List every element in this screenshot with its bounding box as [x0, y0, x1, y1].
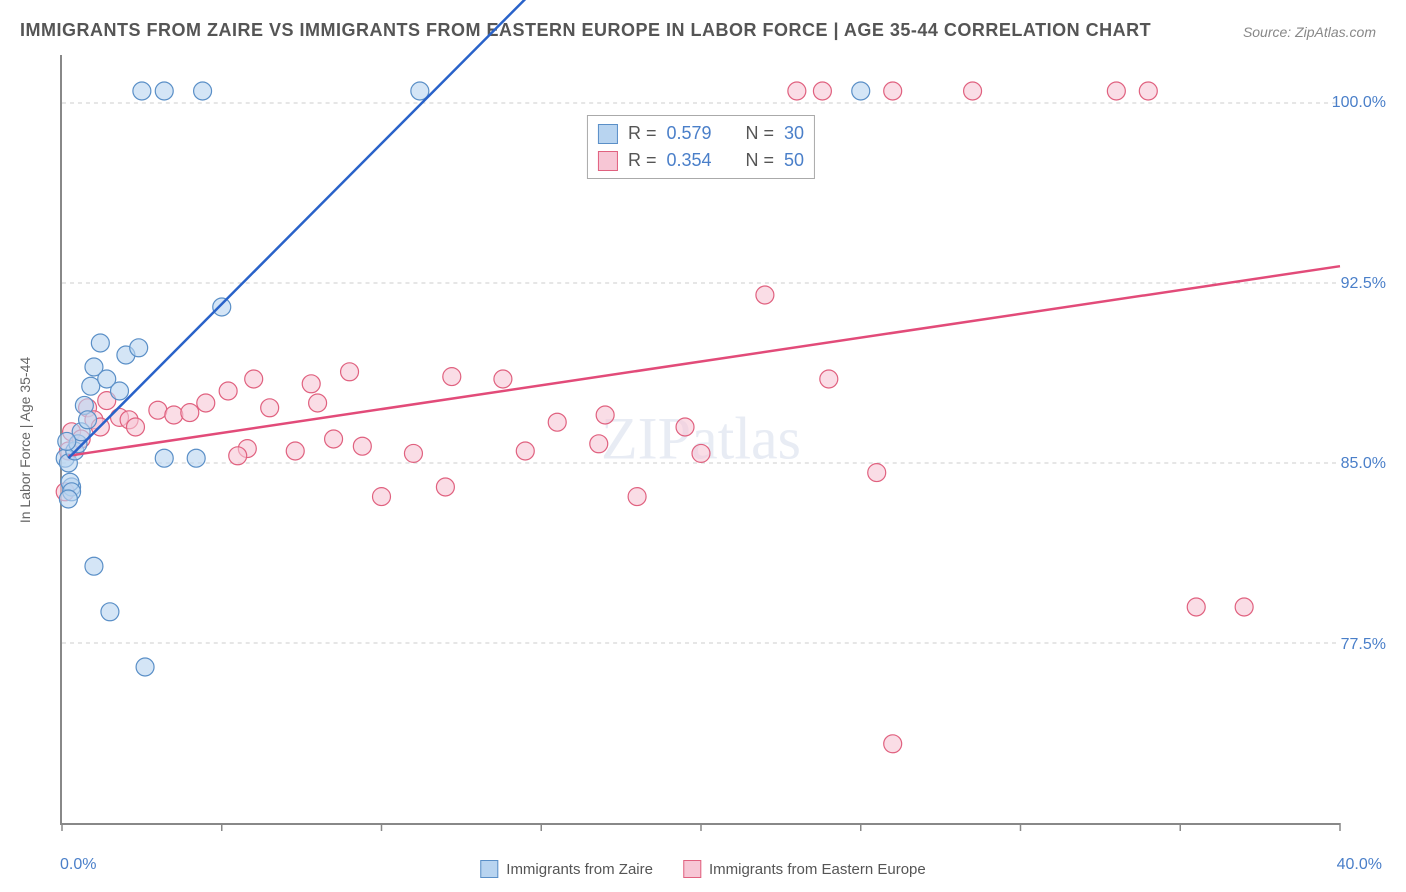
data-point — [213, 298, 231, 316]
data-point — [404, 444, 422, 462]
legend-label: Immigrants from Zaire — [506, 861, 653, 878]
data-point — [126, 418, 144, 436]
data-point — [149, 401, 167, 419]
data-point — [813, 82, 831, 100]
legend: Immigrants from Zaire Immigrants from Ea… — [480, 860, 925, 878]
data-point — [964, 82, 982, 100]
data-point — [79, 411, 97, 429]
data-point — [494, 370, 512, 388]
data-point — [325, 430, 343, 448]
corr-row-zaire: R = 0.579 N = 30 — [598, 120, 804, 147]
data-point — [1187, 598, 1205, 616]
data-point — [353, 437, 371, 455]
data-point — [788, 82, 806, 100]
data-point — [443, 368, 461, 386]
data-point — [181, 404, 199, 422]
y-tick-label: 92.5% — [1341, 275, 1386, 293]
data-point — [155, 449, 173, 467]
data-point — [596, 406, 614, 424]
data-point — [187, 449, 205, 467]
y-tick-label: 100.0% — [1332, 94, 1386, 112]
data-point — [436, 478, 454, 496]
data-point — [101, 603, 119, 621]
data-point — [229, 447, 247, 465]
data-point — [1107, 82, 1125, 100]
data-point — [58, 432, 76, 450]
trend-line — [68, 266, 1340, 456]
y-axis-label: In Labor Force | Age 35-44 — [17, 357, 33, 523]
data-point — [245, 370, 263, 388]
data-point — [130, 339, 148, 357]
data-point — [219, 382, 237, 400]
r-label: R = — [628, 120, 657, 147]
data-point — [692, 444, 710, 462]
data-point — [676, 418, 694, 436]
x-axis-max-label: 40.0% — [1337, 856, 1382, 874]
y-tick-label: 77.5% — [1341, 636, 1386, 654]
r-value-zaire: 0.579 — [666, 120, 711, 147]
data-point — [165, 406, 183, 424]
data-point — [286, 442, 304, 460]
x-axis-min-label: 0.0% — [60, 856, 96, 874]
swatch-icon — [598, 124, 618, 144]
data-point — [59, 490, 77, 508]
corr-row-eastern: R = 0.354 N = 50 — [598, 147, 804, 174]
legend-label: Immigrants from Eastern Europe — [709, 861, 926, 878]
source-attribution: Source: ZipAtlas.com — [1243, 24, 1376, 40]
chart-title: IMMIGRANTS FROM ZAIRE VS IMMIGRANTS FROM… — [20, 20, 1151, 41]
data-point — [341, 363, 359, 381]
data-point — [194, 82, 212, 100]
data-point — [136, 658, 154, 676]
data-point — [373, 488, 391, 506]
swatch-icon — [683, 860, 701, 878]
data-point — [756, 286, 774, 304]
n-value-eastern: 50 — [784, 147, 804, 174]
data-point — [261, 399, 279, 417]
data-point — [590, 435, 608, 453]
data-point — [548, 413, 566, 431]
data-point — [820, 370, 838, 388]
r-label: R = — [628, 147, 657, 174]
data-point — [884, 82, 902, 100]
n-value-zaire: 30 — [784, 120, 804, 147]
data-point — [309, 394, 327, 412]
data-point — [82, 377, 100, 395]
data-point — [302, 375, 320, 393]
plot-area: ZIPatlas R = 0.579 N = 30 R = 0.354 N = … — [60, 55, 1340, 825]
data-point — [868, 464, 886, 482]
legend-item-eastern: Immigrants from Eastern Europe — [683, 860, 926, 878]
data-point — [197, 394, 215, 412]
data-point — [884, 735, 902, 753]
data-point — [133, 82, 151, 100]
swatch-icon — [598, 151, 618, 171]
r-value-eastern: 0.354 — [666, 147, 711, 174]
correlation-box: R = 0.579 N = 30 R = 0.354 N = 50 — [587, 115, 815, 179]
data-point — [91, 334, 109, 352]
swatch-icon — [480, 860, 498, 878]
n-label: N = — [746, 120, 775, 147]
data-point — [1235, 598, 1253, 616]
n-label: N = — [746, 147, 775, 174]
data-point — [628, 488, 646, 506]
y-tick-label: 85.0% — [1341, 455, 1386, 473]
legend-item-zaire: Immigrants from Zaire — [480, 860, 653, 878]
data-point — [85, 557, 103, 575]
data-point — [852, 82, 870, 100]
data-point — [111, 382, 129, 400]
data-point — [1139, 82, 1157, 100]
data-point — [155, 82, 173, 100]
data-point — [516, 442, 534, 460]
